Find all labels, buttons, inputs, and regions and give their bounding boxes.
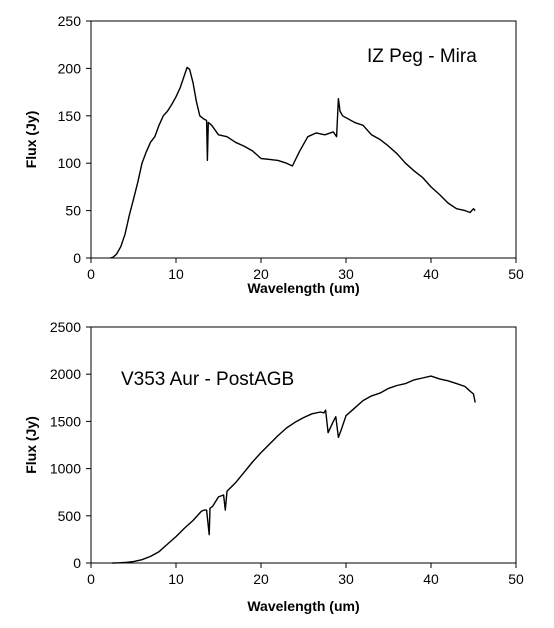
y-tick-label: 150 xyxy=(58,108,82,124)
y-axis-title: Flux (Jy) xyxy=(23,416,39,474)
x-tick-label: 30 xyxy=(338,266,354,282)
y-axis-ticks: 0 50 100 150 200 250 xyxy=(58,13,91,266)
y-tick-label: 50 xyxy=(65,203,81,219)
y-tick-label: 100 xyxy=(58,155,82,171)
x-axis-title: Wavelength (um) xyxy=(247,280,359,296)
y-tick-label: 1000 xyxy=(50,461,81,477)
y-axis-title: Flux (Jy) xyxy=(23,111,39,169)
y-tick-label: 200 xyxy=(58,60,82,76)
plot-area-frame xyxy=(90,20,517,259)
x-tick-label: 10 xyxy=(168,266,184,282)
x-tick-label: 10 xyxy=(168,571,184,587)
y-tick-label: 250 xyxy=(58,13,82,29)
y-axis-ticks: 0 500 1000 1500 2000 2500 xyxy=(50,319,91,571)
x-axis-title: Wavelength (um) xyxy=(247,598,359,614)
chart-panel-iz-peg: 0 50 100 150 200 250 0 10 20 30 40 50 Wavelength (… xyxy=(23,13,524,296)
spectrum-line xyxy=(112,375,476,564)
spectrum-line xyxy=(110,66,476,259)
x-tick-label: 50 xyxy=(508,571,524,587)
y-tick-label: 0 xyxy=(73,250,81,266)
star-label: IZ Peg - Mira xyxy=(367,46,477,67)
x-tick-label: 20 xyxy=(253,571,269,587)
chart-panel-v353-aur: 0 500 1000 1500 2000 2500 0 10 20 30 40 50 Wavelen… xyxy=(23,319,524,614)
y-tick-label: 500 xyxy=(58,508,82,524)
x-axis-ticks: 0 10 20 30 40 50 xyxy=(87,563,524,587)
x-tick-label: 30 xyxy=(338,571,354,587)
y-tick-label: 2500 xyxy=(50,319,81,335)
y-tick-label: 2000 xyxy=(50,366,81,382)
plot-area-frame xyxy=(90,326,517,564)
x-tick-label: 0 xyxy=(87,571,95,587)
x-tick-label: 40 xyxy=(423,266,439,282)
x-tick-label: 40 xyxy=(423,571,439,587)
x-axis-ticks: 0 10 20 30 40 50 xyxy=(87,258,524,282)
y-tick-label: 1500 xyxy=(50,413,81,429)
x-tick-label: 0 xyxy=(87,266,95,282)
y-tick-label: 0 xyxy=(73,555,81,571)
star-label: V353 Aur - PostAGB xyxy=(121,369,294,390)
x-tick-label: 20 xyxy=(253,266,269,282)
x-tick-label: 50 xyxy=(508,266,524,282)
